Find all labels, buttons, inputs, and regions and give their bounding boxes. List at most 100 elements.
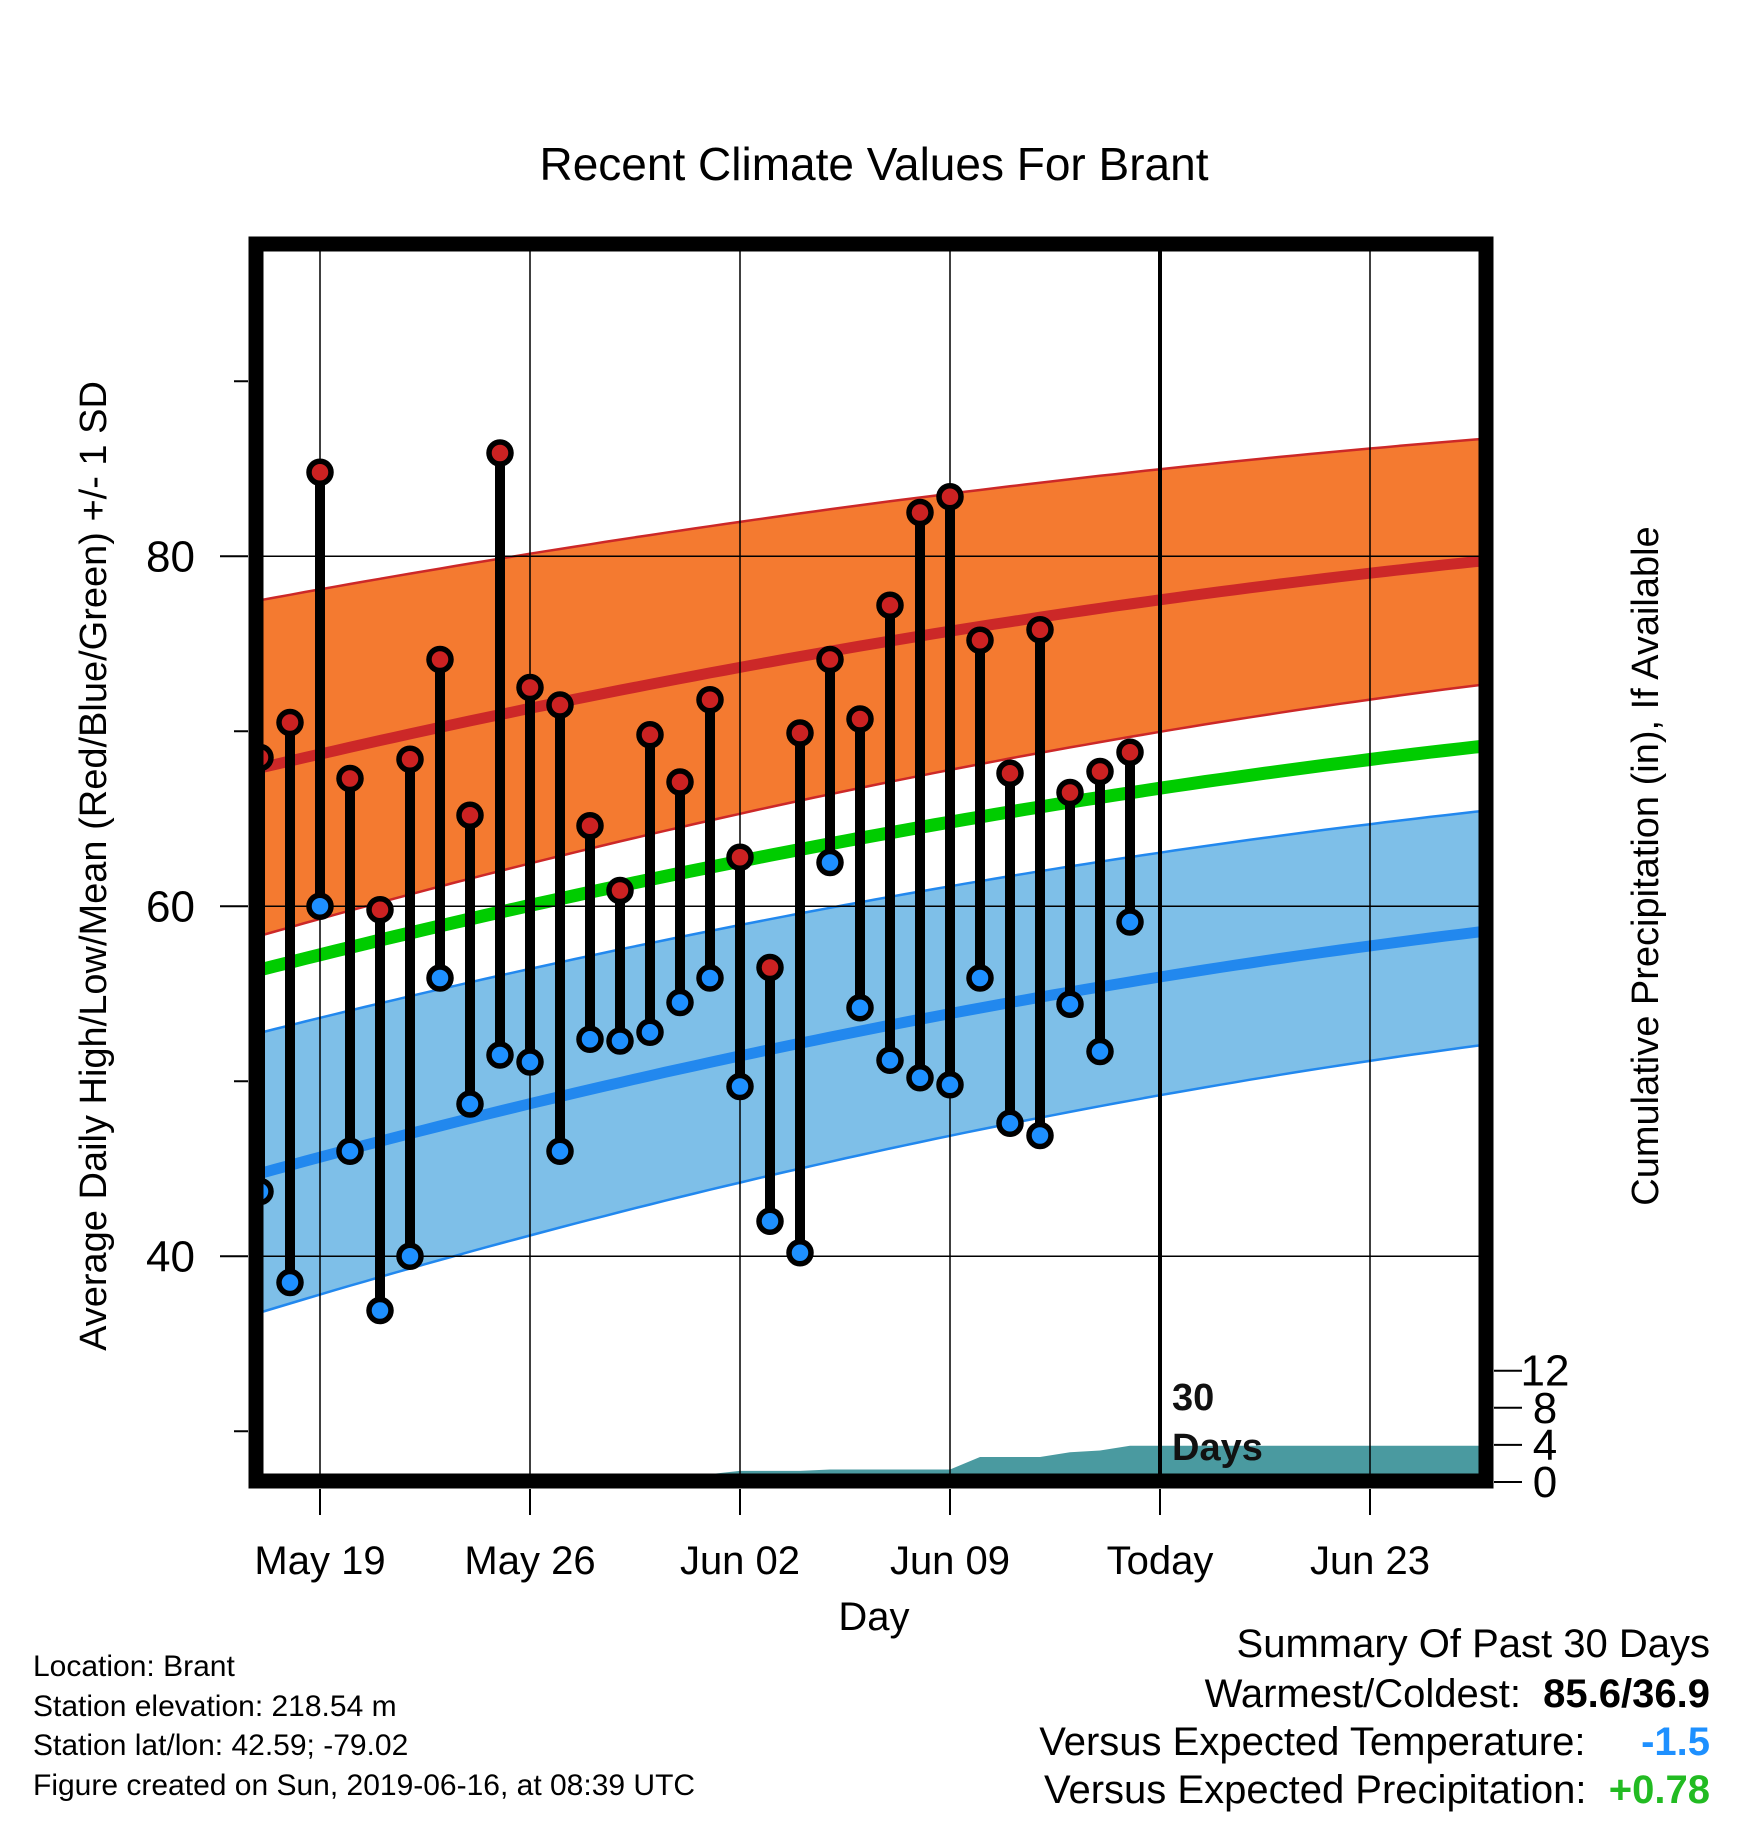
y-right-tick-label: 4 [1533,1421,1557,1470]
observed-high-point [576,812,604,840]
observed-low-point [456,1090,484,1118]
observed-high-point [396,745,424,773]
observed-high-point [816,645,844,674]
normal-low-band [262,811,1480,1312]
observed-high-point [262,743,274,772]
y-right-tick-label: 0 [1533,1458,1557,1507]
summary-temp: Versus Expected Temperature: -1.5 [1039,1720,1710,1764]
observed-low-point [262,1177,274,1206]
observed-low-point [486,1041,514,1069]
x-axis: May 19 May 26 Jun 02 Jun 09 Today Jun 23 [254,1489,1430,1583]
observed-low-point [906,1064,934,1092]
observed-high-point [996,759,1024,787]
location-text: Location: Brant [33,1650,235,1683]
observed-low-point [396,1242,424,1270]
observed-high-point [966,626,994,654]
created-text: Figure created on Sun, 2019-06-16, at 08… [33,1769,696,1802]
observed-high-point [1026,616,1054,644]
warm-cold-value: 85.6/36.9 [1543,1672,1710,1716]
observed-high-point [486,439,514,467]
summary-title: Summary Of Past 30 Days [1236,1622,1710,1666]
observed-low-point [336,1137,364,1165]
normal-low-mean-line [262,926,1480,1179]
normal-high-upper-edge [262,437,1480,602]
observed-high-point [276,708,304,737]
observed-low-point [636,1018,664,1046]
observed-high-point [696,686,724,714]
observed-low-point [276,1268,304,1297]
observed-low-point [546,1137,574,1165]
observed-low-point [816,848,844,877]
y-left-tick-label: 40 [146,1232,195,1281]
x-tick-label: May 19 [254,1539,385,1583]
observed-high-point [606,876,634,905]
observed-low-point [606,1027,634,1055]
plot-area: 30 Days [262,250,1480,1475]
observed-high-point [756,953,784,982]
y-right-tick-label: 8 [1533,1384,1557,1433]
observed-low-point [1026,1121,1054,1150]
temp-label: Versus Expected Temperature: [1039,1720,1586,1764]
observed-high-point [906,498,934,527]
observed-high-point [726,843,754,871]
today-label: 30 [1172,1377,1214,1419]
precip-value: +0.78 [1608,1768,1710,1812]
observed-low-point [786,1239,814,1267]
observed-high-point [1056,778,1084,807]
observed-low-point [726,1072,754,1101]
y-axis-left: 40 60 80 [146,380,248,1433]
observed-low-point [876,1046,904,1074]
observed-high-point [666,768,694,796]
observed-low-point [966,964,994,992]
latlon-text: Station lat/lon: 42.59; -79.02 [33,1729,409,1762]
summary-panel: Summary Of Past 30 Days Warmest/Coldest:… [1039,1622,1710,1812]
observed-high-point [366,896,394,924]
observed-low-point [426,964,454,992]
x-axis-label: Day [838,1595,909,1639]
summary-precip: Versus Expected Precipitation: +0.78 [1039,1768,1710,1812]
observed-low-point [846,994,874,1022]
observed-low-point [366,1296,394,1325]
observed-high-point [306,458,334,486]
x-tick-label: Jun 23 [1310,1539,1430,1583]
observed-low-point [1116,908,1144,936]
temp-value: -1.5 [1641,1720,1710,1764]
observed-high-point [1086,757,1114,786]
observed-high-point [426,645,454,674]
chart-title: Recent Climate Values For Brant [540,138,1209,190]
warm-cold-label: Warmest/Coldest: [1204,1672,1521,1716]
observed-high-point [876,591,904,619]
observed-high-point [786,719,814,747]
observed-low-point [666,988,694,1017]
observed-low-point [1056,990,1084,1018]
y-axis-right-label: Cumulative Precipitation (in), If Availa… [1625,526,1667,1205]
observed-low-point [756,1207,784,1235]
x-tick-label: Jun 02 [680,1539,800,1583]
y-right-tick-label: 12 [1521,1347,1570,1396]
observed-low-point [1086,1037,1114,1066]
observed-high-point [336,764,364,793]
observed-low-point [936,1071,964,1099]
plot-frame [248,236,1494,1489]
observed-low-point [696,964,724,992]
y-axis-left-label: Average Daily High/Low/Mean (Red/Blue/Gr… [73,381,115,1351]
observed-low-point [306,892,334,920]
observed-high-point [936,483,964,511]
today-label: Days [1172,1427,1263,1469]
observed-low-point [996,1109,1024,1137]
observed-high-point [546,691,574,719]
y-left-tick-label: 80 [146,532,195,581]
y-left-tick-label: 60 [146,882,195,931]
observed-high-point [846,705,874,733]
x-tick-label: May 26 [464,1539,595,1583]
observed-high-point [516,673,544,702]
observed-high-point [636,721,664,749]
observed-high-point [1116,738,1144,766]
summary-warm-cold: Warmest/Coldest: 85.6/36.9 [1039,1672,1710,1716]
x-tick-label: Today [1107,1539,1214,1583]
station-info: Location: Brant Station elevation: 218.5… [33,1652,695,1801]
normal-high-mean-line [262,555,1480,774]
precip-label: Versus Expected Precipitation: [1044,1768,1587,1812]
